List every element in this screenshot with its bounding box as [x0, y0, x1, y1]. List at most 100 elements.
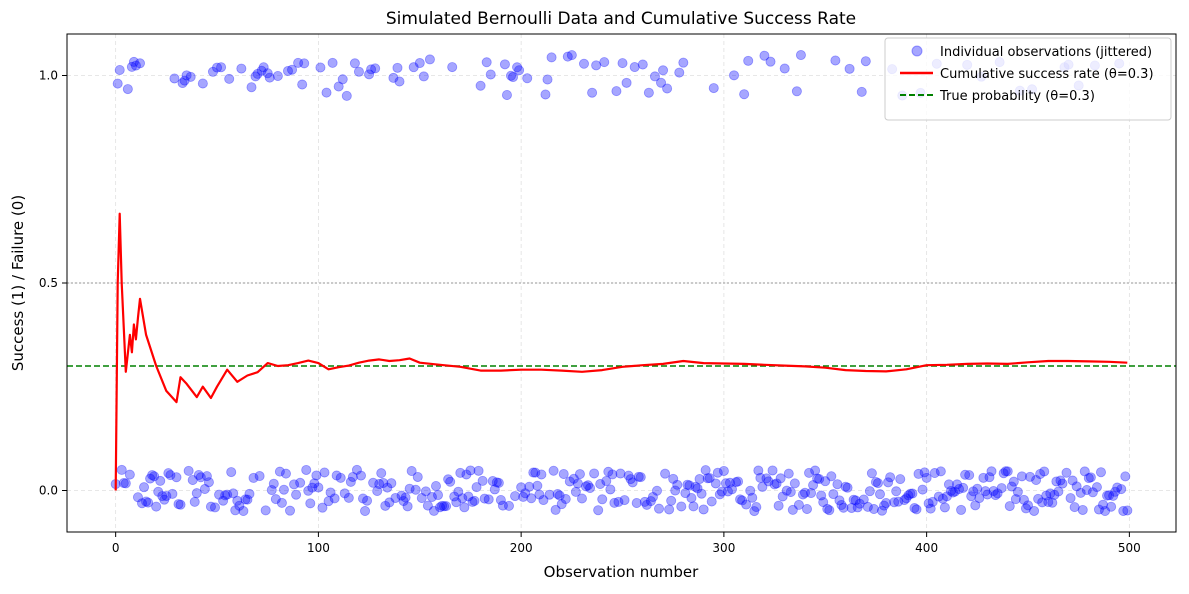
scatter-point-failure [147, 470, 158, 481]
scatter-point-failure [1112, 482, 1123, 493]
scatter-point-failure [954, 484, 965, 495]
x-tick-label: 0 [112, 541, 120, 555]
scatter-point-failure [852, 502, 863, 513]
scatter-point-failure [368, 477, 379, 488]
scatter-point-success [366, 64, 377, 75]
scatter-point-failure [469, 495, 480, 506]
scatter-point-failure [516, 482, 527, 493]
scatter-point-failure [175, 499, 186, 510]
scatter-point-failure [210, 502, 221, 513]
scatter-point-failure [329, 493, 340, 504]
scatter-point-failure [503, 500, 514, 511]
scatter-point-failure [270, 494, 281, 505]
scatter-point-failure [866, 468, 877, 479]
scatter-point-failure [797, 489, 808, 500]
scatter-point-success [629, 62, 640, 73]
x-tick-label: 100 [307, 541, 330, 555]
scatter-point-failure [1104, 490, 1115, 501]
scatter-point-success [649, 71, 660, 82]
x-tick-label: 300 [712, 541, 735, 555]
scatter-point-failure [956, 504, 967, 515]
scatter-point-failure [964, 470, 975, 481]
scatter-point-failure [433, 490, 444, 501]
scatter-point-failure [564, 476, 575, 487]
scatter-point-failure [151, 501, 162, 512]
scatter-point-failure [960, 469, 971, 480]
scatter-point-success [637, 59, 648, 70]
scatter-point-success [485, 69, 496, 80]
scatter-point-failure [441, 501, 452, 512]
scatter-point-success [349, 58, 360, 69]
scatter-point-failure [459, 502, 470, 513]
scatter-point-failure [167, 488, 178, 499]
scatter-point-failure [187, 474, 198, 485]
scatter-point-failure [781, 485, 792, 496]
scatter-point-success [197, 78, 208, 89]
scatter-point-success [591, 60, 602, 71]
scatter-point-failure [929, 468, 940, 479]
scatter-point-failure [864, 486, 875, 497]
scatter-point-success [765, 56, 776, 67]
scatter-point-failure [913, 468, 924, 479]
scatter-point-failure [872, 478, 883, 489]
scatter-point-success [392, 62, 403, 73]
scatter-point-failure [483, 494, 494, 505]
scatter-point-failure [921, 472, 932, 483]
x-tick-label: 400 [915, 541, 938, 555]
y-tick-label: 0.5 [39, 276, 58, 290]
scatter-point-failure [554, 490, 565, 501]
scatter-point-failure [903, 490, 914, 501]
scatter-point-failure [266, 485, 277, 496]
scatter-point-failure [489, 484, 500, 495]
scatter-point-failure [416, 492, 427, 503]
scatter-point-failure [550, 504, 561, 515]
scatter-point-failure [295, 477, 306, 488]
scatter-point-failure [698, 504, 709, 515]
scatter-point-failure [410, 484, 421, 495]
scatter-point-failure [917, 484, 928, 495]
scatter-point-failure [909, 503, 920, 514]
scatter-point-failure [153, 486, 164, 497]
scatter-point-success [252, 68, 263, 79]
scatter-point-failure [883, 477, 894, 488]
scatter-point-failure [925, 503, 936, 514]
scatter-point-failure [935, 466, 946, 477]
scatter-point-failure [325, 487, 336, 498]
scatter-point-failure [802, 503, 813, 514]
scatter-point-failure [560, 494, 571, 505]
scatter-point-success [299, 58, 310, 69]
legend-label-line: Cumulative success rate (θ=0.3) [940, 67, 1154, 82]
scatter-point-success [830, 55, 841, 66]
scatter-point-success [656, 77, 667, 88]
scatter-point-failure [737, 495, 748, 506]
scatter-point-failure [1049, 489, 1060, 500]
scatter-point-failure [806, 488, 817, 499]
scatter-point-success [566, 50, 577, 61]
scatter-point-failure [319, 467, 330, 478]
scatter-point-failure [868, 504, 879, 515]
scatter-point-failure [313, 482, 324, 493]
scatter-point-failure [982, 489, 993, 500]
scatter-point-failure [773, 500, 784, 511]
scatter-point-failure [755, 472, 766, 483]
scatter-point-failure [1095, 467, 1106, 478]
scatter-point-failure [311, 470, 322, 481]
scatter-point-success [562, 51, 573, 62]
scatter-point-failure [161, 490, 172, 501]
scatter-point-success [258, 62, 269, 73]
scatter-point-failure [810, 465, 821, 476]
scatter-point-failure [609, 497, 620, 508]
scatter-point-failure [457, 493, 468, 504]
scatter-point-failure [812, 473, 823, 484]
scatter-point-failure [280, 468, 291, 479]
scatter-point-failure [1016, 471, 1027, 482]
scatter-point-failure [583, 480, 594, 491]
scatter-point-success [212, 62, 223, 73]
scatter-point-failure [980, 486, 991, 497]
scatter-point-failure [877, 505, 888, 516]
scatter-point-success [506, 70, 517, 81]
scatter-point-failure [568, 473, 579, 484]
scatter-point-success [256, 65, 267, 76]
scatter-point-failure [905, 488, 916, 499]
scatter-point-failure [396, 490, 407, 501]
